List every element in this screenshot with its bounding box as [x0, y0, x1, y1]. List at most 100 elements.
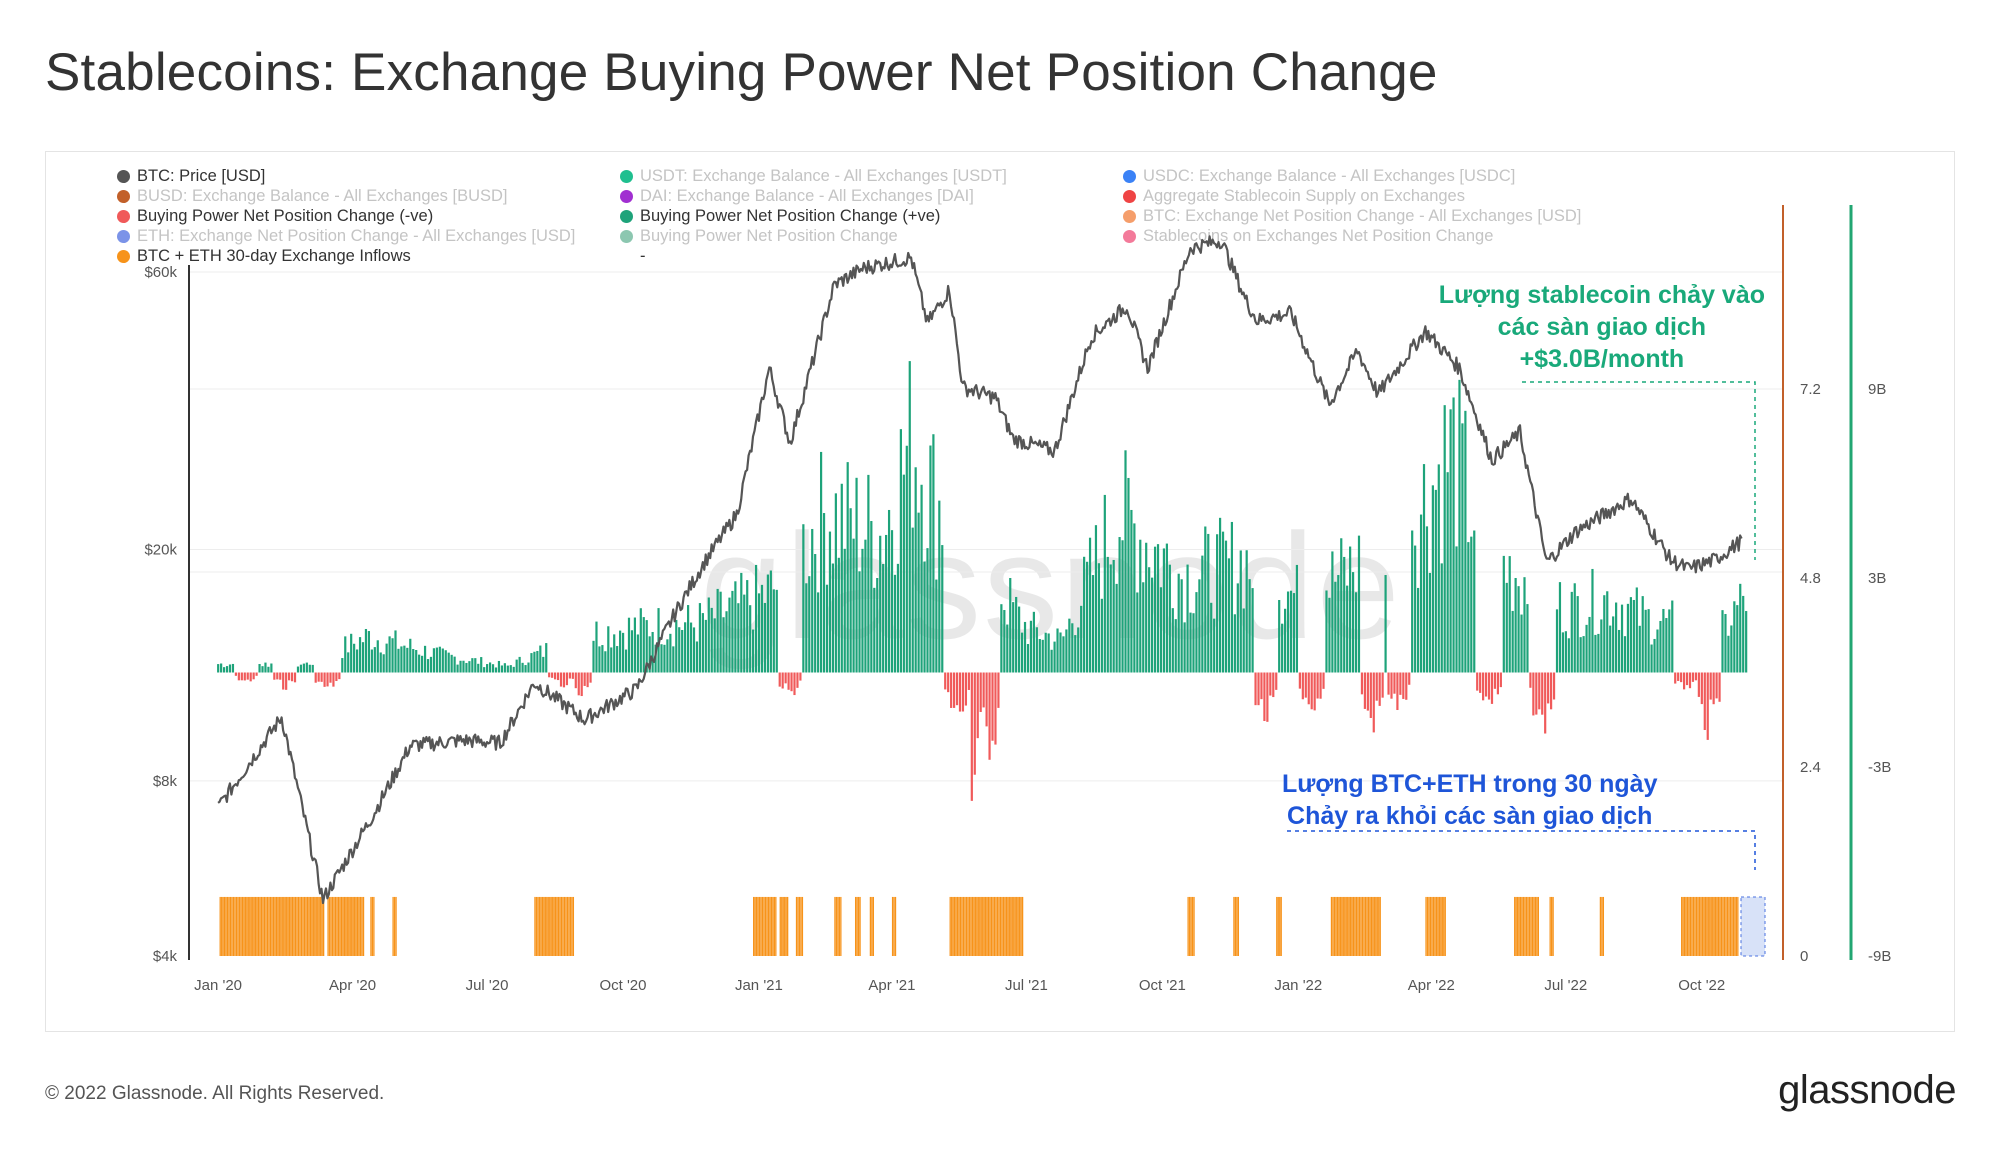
- inflow-column: [834, 896, 836, 956]
- positive-bar: [421, 655, 424, 673]
- positive-bar: [1414, 545, 1417, 673]
- inflow-column: [262, 896, 264, 956]
- inflow-column: [241, 896, 244, 956]
- annotation-green-leader: [1522, 381, 1756, 560]
- inflow-column: [543, 896, 545, 956]
- inflow-column: [1019, 896, 1021, 956]
- negative-bar: [1254, 672, 1257, 706]
- positive-bar: [267, 666, 270, 673]
- negative-bar: [1476, 672, 1479, 691]
- inflow-column: [1341, 896, 1343, 956]
- inflow-column: [1697, 896, 1699, 956]
- positive-bar: [515, 659, 518, 673]
- inflow-column: [1358, 896, 1361, 956]
- legend-item[interactable]: Aggregate Stablecoin Supply on Exchanges: [1123, 187, 1465, 206]
- positive-bar: [1148, 567, 1151, 673]
- positive-bar: [1000, 604, 1003, 673]
- positive-bar: [1656, 629, 1659, 673]
- inflow-column: [1338, 896, 1340, 956]
- inflow-column: [228, 896, 230, 956]
- positive-bar: [645, 620, 648, 673]
- positive-bar: [1739, 583, 1742, 673]
- inflow-column: [758, 896, 761, 956]
- legend-item[interactable]: BTC: Exchange Net Position Change - All …: [1123, 207, 1581, 226]
- x-tick-label: Oct '20: [599, 977, 646, 994]
- annotation-line: +$3.0B/month: [1519, 345, 1685, 373]
- positive-bar: [802, 524, 805, 673]
- inflow-column: [1703, 896, 1705, 956]
- inflow-column: [250, 896, 252, 956]
- positive-bar: [1641, 596, 1644, 673]
- inflow-column: [1537, 896, 1539, 956]
- inflow-column: [962, 896, 965, 956]
- inflow-column: [1354, 896, 1356, 956]
- inflow-column: [1336, 896, 1339, 956]
- positive-bar: [1615, 602, 1618, 673]
- inflow-column: [989, 896, 991, 956]
- positive-bar: [305, 662, 308, 673]
- legend-item[interactable]: Buying Power Net Position Change: [620, 227, 898, 246]
- positive-bar: [1012, 602, 1015, 673]
- inflow-column: [247, 896, 249, 956]
- inflow-column: [252, 896, 254, 956]
- positive-bar: [1411, 530, 1414, 673]
- inflow-column: [1550, 896, 1553, 956]
- negative-bar: [1402, 672, 1405, 699]
- legend-item[interactable]: USDT: Exchange Balance - All Exchanges […: [620, 167, 1007, 186]
- legend-item[interactable]: Stablecoins on Exchanges Net Position Ch…: [1123, 227, 1493, 246]
- positive-bar: [1632, 599, 1635, 673]
- positive-bar: [1100, 598, 1103, 673]
- legend-item[interactable]: USDC: Exchange Balance - All Exchanges […: [1123, 167, 1515, 186]
- inflow-column: [958, 896, 960, 956]
- inflow-column: [355, 896, 357, 956]
- positive-bar: [595, 621, 598, 673]
- legend-item[interactable]: BTC: Price [USD]: [117, 167, 265, 186]
- inflow-column: [359, 896, 362, 956]
- positive-bar: [1635, 587, 1638, 673]
- inflow-column: [349, 896, 351, 956]
- positive-bar: [468, 661, 471, 673]
- inflow-column: [1236, 896, 1238, 956]
- negative-bar: [988, 672, 991, 760]
- inflow-column: [1369, 896, 1371, 956]
- inflow-column: [1361, 896, 1364, 956]
- legend-label: Stablecoins on Exchanges Net Position Ch…: [1143, 227, 1494, 245]
- inflow-column: [309, 896, 311, 956]
- positive-bar: [1227, 558, 1231, 673]
- positive-bar: [1121, 540, 1124, 673]
- inflow-column: [784, 896, 786, 956]
- positive-bar: [1588, 616, 1591, 673]
- inflow-column: [229, 896, 232, 956]
- negative-bar: [1399, 672, 1402, 695]
- inflow-column: [959, 896, 962, 956]
- positive-bar: [1603, 595, 1606, 673]
- inflow-column: [222, 896, 224, 956]
- inflow-column: [1552, 896, 1554, 956]
- positive-bar: [270, 663, 273, 673]
- positive-bar: [536, 650, 539, 673]
- legend-item[interactable]: Buying Power Net Position Change (+ve): [620, 207, 940, 226]
- positive-bar: [1284, 608, 1287, 673]
- positive-bar: [734, 581, 737, 673]
- legend-item[interactable]: BUSD: Exchange Balance - All Exchanges […: [117, 187, 508, 206]
- positive-bar: [500, 665, 504, 673]
- legend-item[interactable]: -: [620, 247, 646, 266]
- inflow-column: [973, 896, 975, 956]
- legend-item[interactable]: DAI: Exchange Balance - All Exchanges [D…: [620, 187, 974, 206]
- negative-bar: [320, 672, 323, 682]
- positive-bar: [1062, 636, 1065, 673]
- legend-item[interactable]: BTC + ETH 30-day Exchange Inflows: [117, 247, 411, 266]
- inflow-column: [1707, 896, 1709, 956]
- positive-bar: [766, 574, 769, 673]
- negative-bar: [290, 672, 294, 682]
- positive-bar: [613, 634, 616, 673]
- inflow-column: [1720, 896, 1723, 956]
- positive-bar: [1511, 610, 1514, 673]
- legend-item[interactable]: ETH: Exchange Net Position Change - All …: [117, 227, 575, 246]
- legend-item[interactable]: Buying Power Net Position Change (-ve): [117, 207, 433, 226]
- positive-bar: [1659, 620, 1662, 673]
- positive-bar: [914, 467, 917, 673]
- positive-bar: [483, 667, 486, 673]
- legend-label: Buying Power Net Position Change (-ve): [137, 207, 434, 225]
- inflow-column: [1335, 896, 1337, 956]
